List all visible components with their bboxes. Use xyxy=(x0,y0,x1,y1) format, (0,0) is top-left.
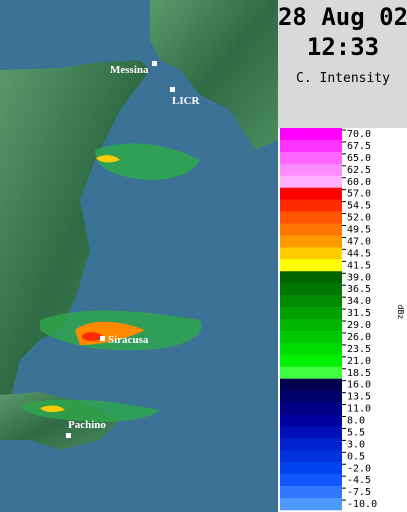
legend-swatch xyxy=(280,378,342,391)
legend-swatch xyxy=(280,474,342,487)
legend: 70.067.565.062.560.057.054.552.049.547.0… xyxy=(280,128,377,511)
place-label: Siracusa xyxy=(108,334,149,346)
legend-swatch xyxy=(280,486,342,499)
legend-label: 29.0 xyxy=(347,320,371,331)
legend-swatch xyxy=(280,426,342,439)
legend-swatch xyxy=(280,330,342,344)
legend-swatch xyxy=(280,139,342,153)
legend-swatch xyxy=(280,354,342,368)
marker xyxy=(66,433,71,438)
legend-label: 11.0 xyxy=(347,404,371,415)
place-label: Messina xyxy=(110,64,149,76)
legend-swatch xyxy=(280,175,342,188)
legend-swatch xyxy=(280,498,342,511)
legend-swatch xyxy=(280,295,342,308)
marker xyxy=(170,87,175,92)
header-panel xyxy=(278,0,407,128)
legend-swatch xyxy=(280,187,342,200)
legend-label: 8.0 xyxy=(347,416,365,427)
legend-swatch xyxy=(280,390,342,403)
legend-swatch xyxy=(280,307,342,320)
legend-label: 49.5 xyxy=(347,225,371,236)
legend-label: 47.0 xyxy=(347,236,371,247)
legend-label: 16.0 xyxy=(347,380,371,391)
legend-swatch xyxy=(280,414,342,427)
legend-swatch xyxy=(280,211,342,224)
legend-label: 18.5 xyxy=(347,368,371,379)
time: 12:33 xyxy=(307,33,379,61)
product: C. Intensity xyxy=(296,71,390,86)
legend-swatch xyxy=(280,259,342,272)
legend-swatch xyxy=(280,247,342,260)
legend-label: -4.5 xyxy=(347,475,371,486)
legend-label: 70.0 xyxy=(347,129,371,140)
legend-label: 36.5 xyxy=(347,284,371,295)
legend-label: 52.0 xyxy=(347,213,371,224)
legend-label: 67.5 xyxy=(347,141,371,152)
legend-label: 31.5 xyxy=(347,308,371,319)
legend-swatch xyxy=(280,235,342,248)
legend-label: -2.0 xyxy=(347,463,371,474)
legend-swatch xyxy=(280,402,342,415)
legend-label: 60.0 xyxy=(347,177,371,188)
legend-label: 0.5 xyxy=(347,451,365,462)
legend-label: 34.0 xyxy=(347,296,371,307)
legend-swatch xyxy=(280,438,342,451)
legend-swatch xyxy=(280,283,342,296)
legend-swatch xyxy=(280,342,342,356)
legend-label: 57.0 xyxy=(347,189,371,200)
legend-label: 13.5 xyxy=(347,392,371,403)
legend-label: 54.5 xyxy=(347,201,371,212)
legend-swatch xyxy=(280,271,342,284)
legend-label: 5.5 xyxy=(347,427,365,438)
marker xyxy=(100,336,105,341)
legend-label: 21.0 xyxy=(347,356,371,367)
legend-unit: dBz xyxy=(396,305,405,320)
map: Messina LICR Siracusa Pachino xyxy=(0,0,278,512)
legend-label: 41.5 xyxy=(347,260,371,271)
legend-label: 65.0 xyxy=(347,153,371,164)
legend-label: 62.5 xyxy=(347,165,371,176)
place-label: Pachino xyxy=(68,419,106,431)
legend-swatch xyxy=(280,128,342,141)
legend-swatch xyxy=(280,450,342,463)
legend-label: -7.5 xyxy=(347,487,371,498)
date: 28 Aug 02 xyxy=(278,3,407,31)
legend-swatch xyxy=(280,151,342,165)
legend-label: 39.0 xyxy=(347,272,371,283)
legend-swatch xyxy=(280,366,342,379)
legend-swatch xyxy=(280,319,342,332)
legend-label: 23.5 xyxy=(347,344,371,355)
place-label: LICR xyxy=(172,95,201,107)
legend-label: 26.0 xyxy=(347,332,371,343)
legend-swatch xyxy=(280,462,342,475)
legend-swatch xyxy=(280,223,342,236)
legend-label: 44.5 xyxy=(347,248,371,259)
legend-swatch xyxy=(280,163,342,177)
marker xyxy=(152,61,157,66)
legend-swatch xyxy=(280,199,342,212)
legend-label: -10.0 xyxy=(347,499,377,510)
legend-label: 3.0 xyxy=(347,439,365,450)
